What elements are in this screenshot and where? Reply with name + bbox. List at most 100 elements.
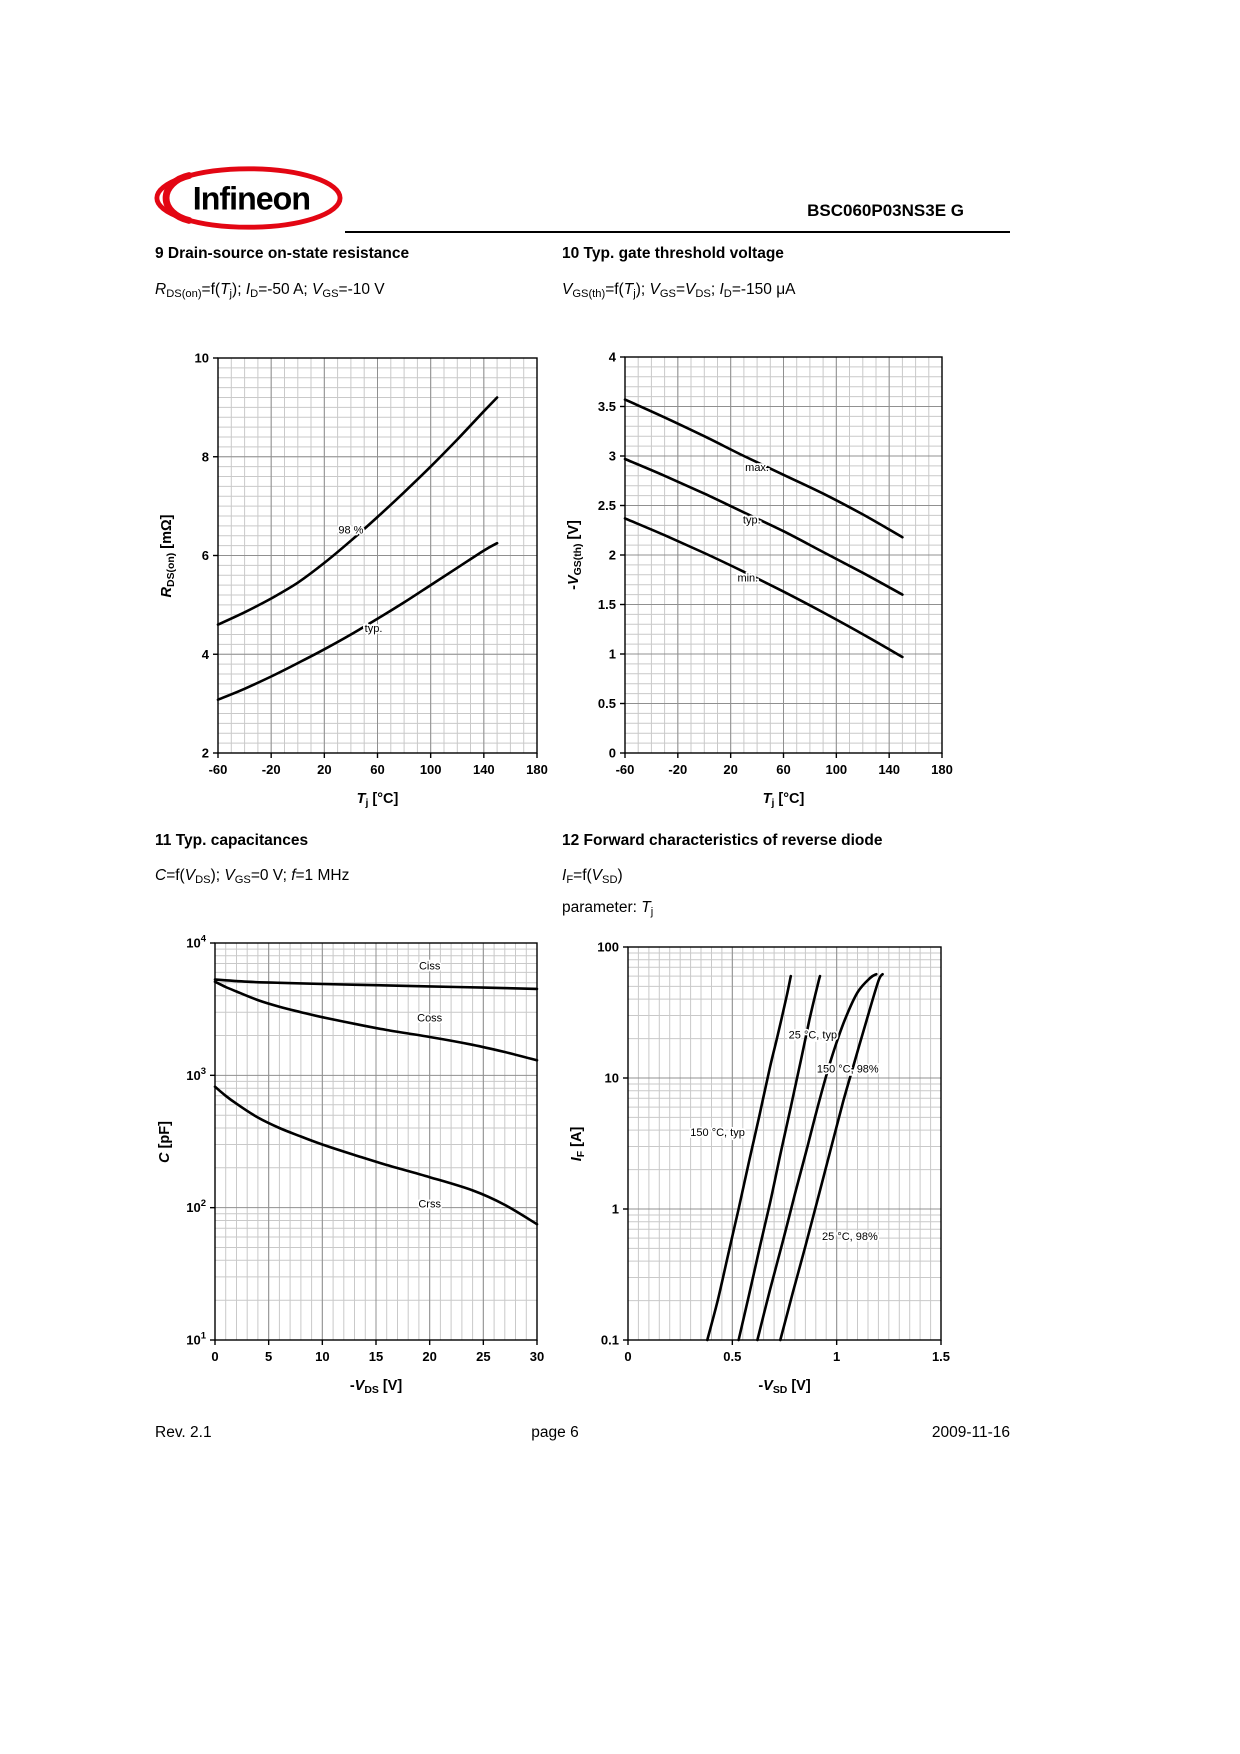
y-tick-label: 1 [612,1202,619,1217]
y-tick-label: 10 [605,1071,619,1086]
curve-label: 150 °C, typ [690,1127,745,1139]
section-10-conditions: VGS(th)=f(Tj); VGS=VDS; ID=-150 μA [562,281,796,301]
y-tick-label: 1.5 [598,597,616,612]
curve-typ- [623,457,904,596]
curve-98- [216,396,499,626]
x-tick-label: 100 [825,762,847,777]
curve-150-c-98- [756,972,878,1342]
chart-9-x-axis-title: Tj [°C] [356,791,399,809]
x-tick-label: -60 [616,762,635,777]
y-tick-label: 10 [195,351,209,366]
x-tick-label: 20 [723,762,737,777]
section-9-heading: 9 Drain-source on-state resistance [155,245,410,262]
chart-11-typ-capacitances: 0 5 10 15 20 25 30 101 102 103 104 Ciss Coss Crss C [… [150,915,560,1425]
y-tick-label: 4 [609,350,617,365]
y-tick-label: 1 [609,647,616,662]
x-tick-label: -20 [262,762,281,777]
logo-wordmark: Infineon [193,181,310,217]
x-tick-label: -60 [209,762,228,777]
y-tick-label: 101 [186,1331,206,1348]
x-tick-label: 0 [211,1349,218,1364]
curve-ciss [213,978,539,991]
curve-label: Coss [417,1013,443,1025]
curve-label: 98 % [338,524,363,536]
y-tick-label: 2.5 [598,498,616,513]
curve-25-c-typ [737,974,822,1342]
chart-9-drain-source-on-state-resistance: -60 -20 20 60 100 140 180 2 4 6 8 10 98 % typ. RDS(on… [150,330,560,840]
chart-12-x-axis-title: -VSD [V] [758,1378,811,1396]
footer-page-number: page 6 [531,1424,579,1441]
x-tick-label: 180 [931,762,953,777]
axis-tick-labels: 0 0.5 1 1.5 0.1 1 10 100 [597,940,950,1365]
x-tick-label: 10 [315,1349,329,1364]
y-tick-label: 103 [186,1066,206,1083]
curve-label: Crss [418,1199,441,1211]
axis-tick-labels: -60 -20 20 60 100 140 180 0 0.5 1 1.5 2 2.5 3 3.5 4 [598,350,953,778]
footer-revision: Rev. 2.1 [155,1424,212,1441]
y-tick-label: 100 [597,940,619,955]
y-tick-label: 6 [202,548,209,563]
footer-date: 2009-11-16 [931,1424,1010,1441]
curve-typ- [216,541,499,701]
curve-coss [213,980,539,1062]
x-tick-label: 1.5 [932,1349,950,1364]
chart-11-canvas: 0 5 10 15 20 25 30 101 102 103 104 Ciss Coss Crss [186,934,544,1365]
section-12-conditions: IF=f(VSD) [562,867,623,887]
x-tick-label: 1 [833,1349,840,1364]
curve-150-c-typ [706,974,793,1342]
y-tick-label: 2 [202,746,209,761]
y-tick-label: 102 [186,1198,206,1215]
axis-tick-labels: -60 -20 20 60 100 140 180 2 4 6 8 10 [195,351,548,778]
chart-11-x-axis-title: -VDS [V] [349,1378,403,1396]
curve-label: typ. [365,623,383,635]
header-rule [345,231,1010,233]
x-tick-label: 0 [624,1349,631,1364]
curve-crss [213,1085,539,1226]
chart-12-y-axis-title: IF [A] [569,1126,587,1161]
x-tick-label: 5 [265,1349,272,1364]
x-tick-label: 180 [526,762,548,777]
y-tick-label: 8 [202,449,209,464]
curve-label: typ. [743,514,761,526]
chart-10-gate-threshold-voltage: -60 -20 20 60 100 140 180 0 0.5 1 1.5 2 2.5 3 3.5 4 max.… [560,330,970,840]
y-tick-label: 104 [186,934,206,951]
section-11-conditions: C=f(VDS); VGS=0 V; f=1 MHz [155,867,350,887]
y-tick-label: 0 [609,746,616,761]
curve-max- [623,398,904,539]
section-12-parameter: parameter: Tj [562,899,654,919]
curve-min- [623,517,904,659]
x-tick-label: 60 [776,762,790,777]
curve-label: 150 °C, 98% [817,1064,879,1076]
logo-swoosh [162,172,193,224]
y-tick-label: 3 [609,449,616,464]
chart-10-y-axis-title: -VGS(th) [V] [566,520,584,590]
y-tick-label: 0.1 [601,1333,619,1348]
section-10-heading: 10 Typ. gate threshold voltage [562,245,784,262]
x-tick-label: -20 [668,762,687,777]
plot-border [627,946,942,1341]
curve-label: 25 °C, typ [789,1030,837,1042]
x-tick-label: 60 [370,762,384,777]
chart-10-canvas: -60 -20 20 60 100 140 180 0 0.5 1 1.5 2 2.5 3 3.5 4 max.… [598,350,953,778]
x-tick-label: 140 [878,762,900,777]
y-tick-label: 3.5 [598,399,616,414]
curve-label: min. [737,573,758,585]
x-tick-label: 20 [422,1349,436,1364]
x-tick-label: 100 [420,762,442,777]
y-tick-label: 4 [202,647,210,662]
x-tick-label: 30 [530,1349,544,1364]
y-tick-label: 0.5 [598,696,616,711]
x-tick-label: 140 [473,762,495,777]
infineon-logo-graphic: Infineon [154,166,343,230]
x-tick-label: 20 [317,762,331,777]
section-12-heading: 12 Forward characteristics of reverse di… [562,832,883,849]
section-9-conditions: RDS(on)=f(Tj); ID=-50 A; VGS=-10 V [155,281,385,301]
curve-label: max. [745,462,769,474]
axis-tick-labels: 0 5 10 15 20 25 30 101 102 103 104 [186,934,544,1365]
chart-9-canvas: -60 -20 20 60 100 140 180 2 4 6 8 10 98 % typ. [195,351,548,778]
curve-label: 25 °C, 98% [822,1231,878,1243]
chart-9-y-axis-title: RDS(on) [mΩ] [159,514,177,597]
chart-11-y-axis-title: C [pF] [157,1120,173,1163]
section-11-heading: 11 Typ. capacitances [155,832,309,849]
infineon-logo: Infineon [150,160,345,238]
